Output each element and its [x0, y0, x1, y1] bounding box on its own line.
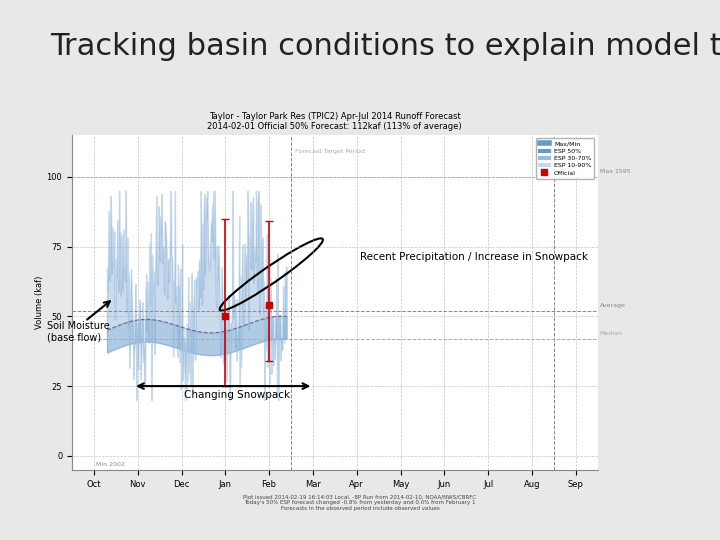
Text: Changing Snowpack: Changing Snowpack	[184, 390, 289, 400]
Legend: Max/Min, ESP 50%, ESP 30-70%, ESP 10-90%, Official: Max/Min, ESP 50%, ESP 30-70%, ESP 10-90%…	[536, 138, 595, 179]
Text: Recent Precipitation / Increase in Snowpack: Recent Precipitation / Increase in Snowp…	[360, 252, 588, 261]
Text: Average: Average	[600, 303, 626, 308]
Text: Forecast Target Period: Forecast Target Period	[295, 149, 365, 154]
Text: Tracking basin conditions to explain model trends: Tracking basin conditions to explain mod…	[50, 32, 720, 62]
Text: Soil Moisture
(base flow): Soil Moisture (base flow)	[47, 321, 109, 343]
Text: Max 1595: Max 1595	[600, 169, 631, 174]
Text: Plot issued 2014-02-19 16:14:03 Local. -8P Run from 2014-02-10, NOAA/NWS/CBRFC
T: Plot issued 2014-02-19 16:14:03 Local. -…	[243, 494, 477, 511]
Y-axis label: Volume (kaf): Volume (kaf)	[35, 276, 44, 329]
Text: Min 2002: Min 2002	[96, 462, 125, 467]
Title: Taylor - Taylor Park Res (TPIC2) Apr-Jul 2014 Runoff Forecast
2014-02-01 Officia: Taylor - Taylor Park Res (TPIC2) Apr-Jul…	[207, 112, 462, 131]
Text: Median: Median	[600, 331, 623, 336]
